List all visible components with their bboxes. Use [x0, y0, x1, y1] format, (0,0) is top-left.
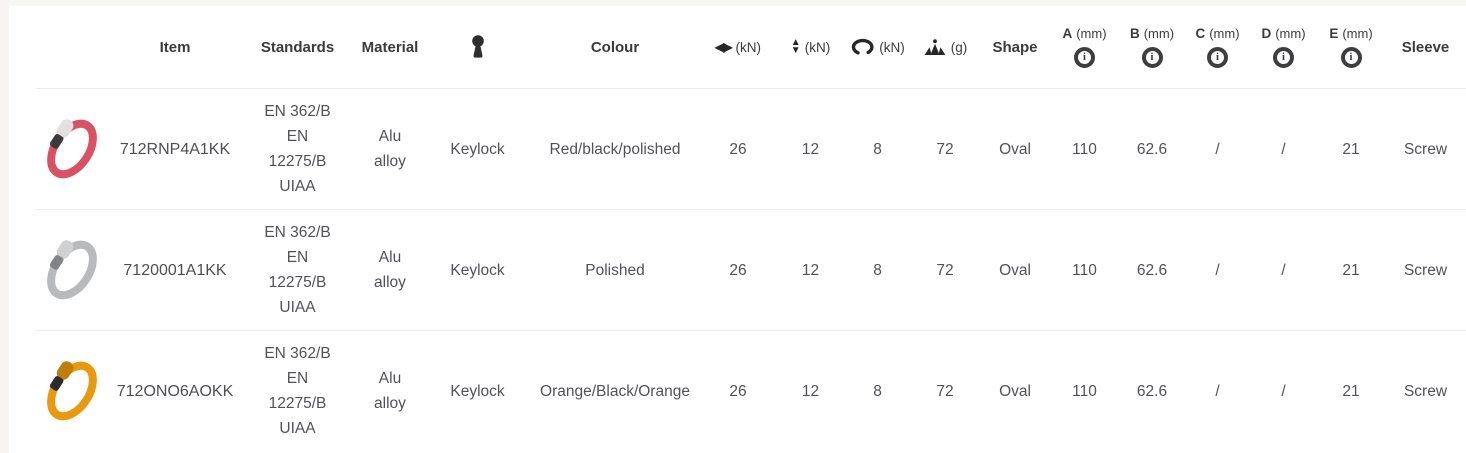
- standards-cell: EN 362/B EN 12275/B UIAA: [264, 345, 331, 437]
- gate-open-icon: [850, 38, 875, 56]
- dim-a-cell: 110: [1072, 382, 1097, 400]
- row-divider: [36, 88, 1466, 89]
- sleeve-column-header: Sleeve: [1401, 38, 1450, 56]
- product-image-cell: [10, 224, 110, 316]
- item-code: 7120001A1KK: [123, 261, 227, 279]
- gate-open-kn-cell: 8: [873, 382, 882, 400]
- dim-d-header: D (mm) i: [1250, 26, 1317, 68]
- standards-cell: EN 362/B EN 12275/B UIAA: [264, 224, 331, 316]
- dim-e-cell: 21: [1342, 382, 1360, 400]
- minor-axis-icon: ▲ ▼: [790, 36, 801, 56]
- info-icon[interactable]: i: [1141, 47, 1163, 68]
- dim-b-cell: 62.6: [1136, 261, 1168, 279]
- dim-b-header: B (mm) i: [1119, 26, 1185, 68]
- weight-g-cell: 72: [936, 140, 954, 158]
- major-axis-kn-cell: 26: [729, 382, 747, 400]
- minor-axis-strength-header: ▲ ▼ (kN): [790, 36, 831, 56]
- gate-open-strength-header: (kN): [845, 38, 910, 56]
- dim-a-cell: 110: [1072, 140, 1097, 158]
- major-axis-kn-cell: 26: [729, 140, 747, 158]
- info-icon[interactable]: i: [1340, 47, 1362, 68]
- dim-c-header: C (mm) i: [1185, 26, 1250, 68]
- dim-e-cell: 21: [1342, 261, 1360, 279]
- page-left-edge: [0, 0, 9, 453]
- gate-open-kn-cell: 8: [873, 261, 882, 279]
- row-divider: [36, 330, 1466, 331]
- material-cell: Alu alloy: [374, 128, 406, 170]
- dim-a-header: A (mm) i: [1050, 26, 1119, 68]
- dim-e-cell: 21: [1342, 140, 1360, 158]
- dim-d-cell: /: [1281, 140, 1286, 158]
- minor-axis-kn-cell: 12: [801, 261, 820, 279]
- dim-c-cell: /: [1215, 140, 1220, 158]
- minor-axis-kn-cell: 12: [801, 382, 820, 400]
- row-divider: [36, 209, 1466, 210]
- spec-table: Item Standards Material Colour ◀▶ (kN) ▲…: [0, 6, 1466, 451]
- polished-screw-oval-carabiner[interactable]: [34, 224, 110, 316]
- weight-header: (g): [910, 38, 980, 56]
- colour-cell: Polished: [585, 261, 645, 279]
- colour-cell: Orange/Black/Orange: [540, 382, 690, 400]
- major-axis-strength-header: ◀▶ (kN): [715, 39, 761, 55]
- gate-type-cell: Keylock: [450, 261, 505, 279]
- info-icon[interactable]: i: [1273, 47, 1294, 68]
- material-cell: Alu alloy: [374, 249, 406, 291]
- weight-icon: [923, 38, 947, 56]
- shape-cell: Oval: [999, 140, 1031, 158]
- sleeve-cell: Screw: [1403, 261, 1448, 279]
- dim-c-cell: /: [1215, 261, 1220, 279]
- dim-d-cell: /: [1281, 261, 1286, 279]
- gate-open-kn-cell: 8: [873, 140, 882, 158]
- dim-e-header: E (mm) i: [1317, 26, 1385, 68]
- dim-a-cell: 110: [1072, 261, 1097, 279]
- keylock-icon: [425, 34, 530, 60]
- table-row: 712ONO6AOKK EN 362/B EN 12275/B UIAA Alu…: [10, 331, 1466, 451]
- material-cell: Alu alloy: [374, 370, 406, 412]
- item-code: 712ONO6AOKK: [116, 382, 234, 400]
- table-row: 712RNP4A1KK EN 362/B EN 12275/B UIAA Alu…: [10, 89, 1466, 209]
- sleeve-cell: Screw: [1403, 140, 1448, 158]
- item-code: 712RNP4A1KK: [119, 140, 231, 158]
- orange-screw-oval-carabiner[interactable]: [34, 345, 110, 437]
- table-row: 7120001A1KK EN 362/B EN 12275/B UIAA Alu…: [10, 210, 1466, 330]
- material-column-header: Material: [361, 38, 419, 56]
- major-axis-icon: ◀▶: [715, 40, 732, 54]
- gate-type-cell: Keylock: [450, 382, 505, 400]
- shape-cell: Oval: [999, 261, 1031, 279]
- weight-g-cell: 72: [936, 261, 954, 279]
- dim-b-cell: 62.6: [1136, 382, 1168, 400]
- weight-g-cell: 72: [936, 382, 954, 400]
- colour-column-header: Colour: [590, 38, 640, 56]
- major-axis-kn-cell: 26: [729, 261, 747, 279]
- dim-d-cell: /: [1281, 382, 1286, 400]
- red-screw-oval-carabiner[interactable]: [34, 103, 110, 195]
- shape-column-header: Shape: [992, 38, 1038, 56]
- dim-b-cell: 62.6: [1136, 140, 1168, 158]
- gate-type-cell: Keylock: [450, 140, 505, 158]
- dim-c-cell: /: [1215, 382, 1220, 400]
- table-header-row: Item Standards Material Colour ◀▶ (kN) ▲…: [10, 6, 1466, 88]
- shape-cell: Oval: [999, 382, 1031, 400]
- info-icon[interactable]: i: [1074, 47, 1095, 68]
- colour-cell: Red/black/polished: [549, 140, 681, 158]
- product-image-cell: [10, 103, 110, 195]
- product-image-cell: [10, 345, 110, 437]
- standards-column-header: Standards: [260, 38, 335, 56]
- info-icon[interactable]: i: [1207, 47, 1228, 68]
- item-column-header: Item: [159, 38, 191, 56]
- minor-axis-kn-cell: 12: [801, 140, 820, 158]
- sleeve-cell: Screw: [1403, 382, 1448, 400]
- standards-cell: EN 362/B EN 12275/B UIAA: [264, 103, 331, 195]
- page-top-edge: [0, 0, 1466, 6]
